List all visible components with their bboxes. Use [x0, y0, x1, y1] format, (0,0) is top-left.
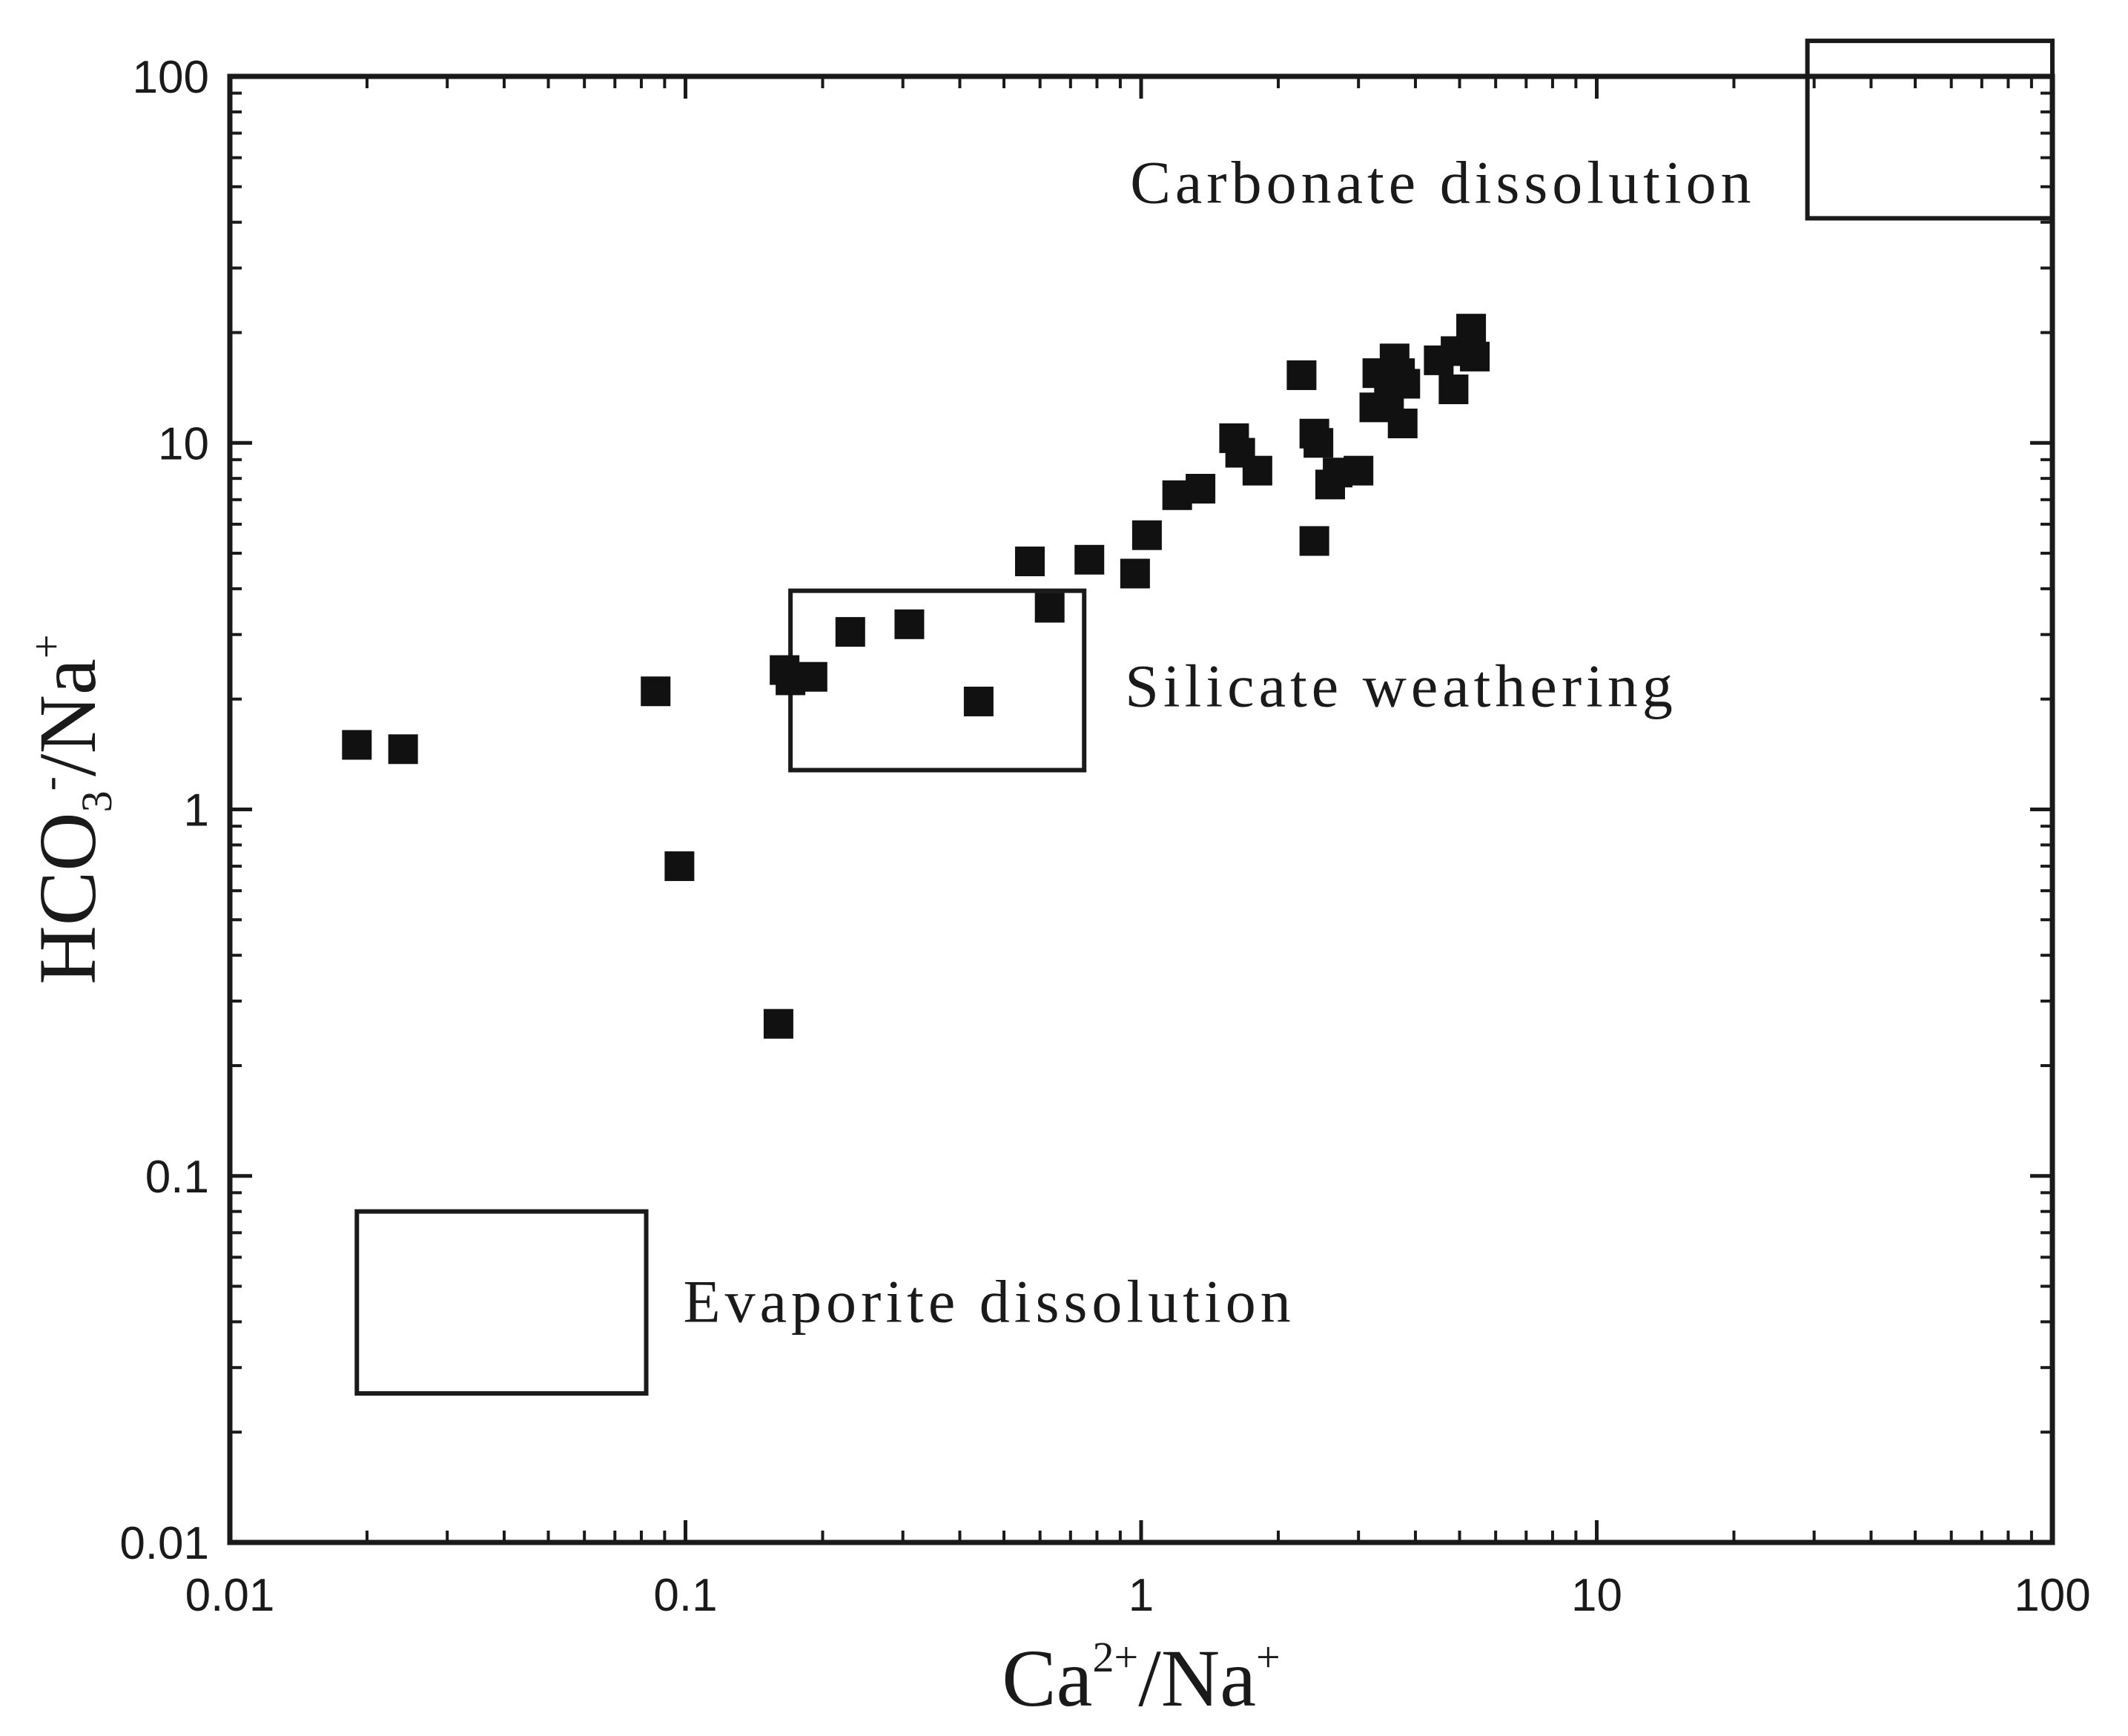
y-title-sup2: +: [22, 634, 70, 659]
x-tick-label: 1: [1129, 1570, 1154, 1621]
y-title-sup1: -: [25, 776, 73, 791]
x-tick-label: 100: [2014, 1570, 2090, 1621]
data-point: [797, 661, 827, 692]
y-tick-label: 0.1: [145, 1152, 209, 1203]
data-point: [664, 851, 695, 882]
data-point: [641, 676, 671, 707]
data-point: [835, 617, 865, 647]
data-point: [894, 609, 925, 639]
x-axis-title: Ca2+/Na+: [1002, 1633, 1280, 1723]
evaporite-region-box: [354, 1209, 649, 1396]
y-tick-label: 10: [158, 418, 209, 469]
y-axis-title: HCO3-/Na+: [22, 634, 121, 984]
data-point: [342, 730, 372, 760]
y-title-base: HCO: [22, 812, 113, 984]
data-point: [1286, 360, 1317, 390]
data-point: [1034, 593, 1065, 623]
data-point: [763, 1009, 793, 1039]
y-tick-label: 100: [133, 52, 209, 103]
x-title-mid: /Na: [1138, 1633, 1256, 1723]
data-point: [1299, 526, 1329, 556]
carbonate-region-box: [1805, 39, 2055, 221]
data-point: [1438, 374, 1469, 405]
data-point: [1131, 520, 1162, 550]
data-point: [388, 734, 418, 765]
x-tick-label: 0.01: [185, 1570, 275, 1621]
data-point: [1344, 455, 1374, 486]
x-tick-label: 0.1: [653, 1570, 717, 1621]
data-point: [1186, 474, 1216, 504]
x-title-sup2: +: [1256, 1633, 1281, 1681]
tick-labels: 0.01 0.1 1 10 100 0.01 0.1 1 10 100: [119, 52, 2090, 1621]
evaporite-dissolution-label: Evaporite dissolution: [684, 1267, 1295, 1335]
y-tick-label: 0.01: [119, 1518, 209, 1569]
plot-frame: [227, 73, 2055, 1545]
data-point: [1387, 409, 1418, 439]
x-tick-label: 10: [1571, 1570, 1622, 1621]
y-tick-label: 1: [184, 785, 209, 836]
data-point: [1014, 547, 1045, 577]
data-point: [1456, 314, 1487, 344]
silicate-weathering-label: Silicate weathering: [1125, 652, 1677, 719]
x-title-base: Ca: [1002, 1633, 1092, 1723]
data-point: [963, 686, 994, 716]
data-point: [1120, 558, 1150, 589]
data-point: [1460, 341, 1490, 372]
data-points: [342, 314, 1490, 1039]
data-point: [1242, 455, 1272, 486]
data-point: [1303, 428, 1334, 458]
data-point: [1390, 369, 1421, 399]
y-title-mid: /Na: [22, 659, 113, 776]
y-title-sub: 3: [73, 791, 121, 812]
data-point: [1074, 544, 1105, 575]
x-title-sup1: 2+: [1092, 1633, 1138, 1681]
carbonate-dissolution-label: Carbonate dissolution: [1130, 148, 1755, 216]
